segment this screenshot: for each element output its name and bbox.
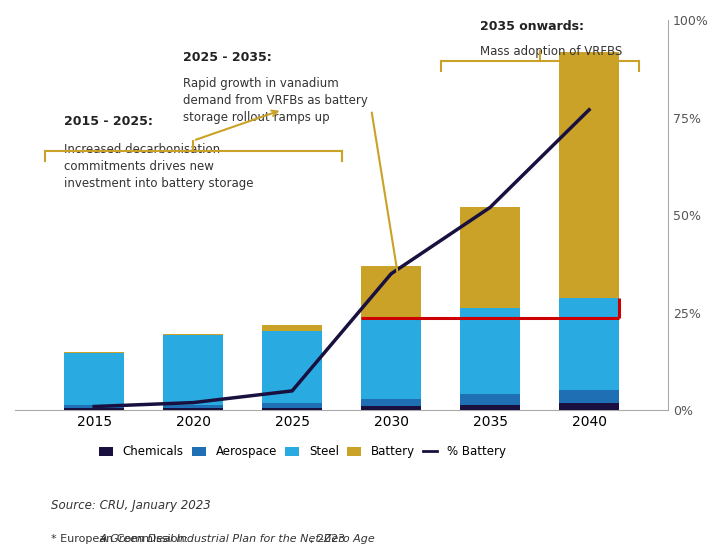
% Battery — [387, 270, 395, 277]
Text: Mass adoption of VRFBS: Mass adoption of VRFBS — [480, 46, 623, 58]
Bar — [361, 399, 421, 406]
% Battery — [90, 403, 98, 410]
Bar — [262, 408, 322, 410]
Bar — [262, 403, 322, 408]
Text: 2025 - 2035:: 2025 - 2035: — [183, 51, 272, 64]
Bar — [560, 297, 619, 390]
Bar — [164, 335, 223, 405]
Bar — [361, 266, 421, 318]
Bar — [64, 353, 124, 405]
Bar — [560, 403, 619, 410]
Text: Rapid growth in vanadium
demand from VRFBs as battery
storage rollout ramps up: Rapid growth in vanadium demand from VRF… — [183, 77, 368, 123]
Legend: Chemicals, Aerospace, Steel, Battery, % Battery: Chemicals, Aerospace, Steel, Battery, % … — [94, 440, 510, 463]
Bar — [64, 405, 124, 408]
Text: A Green Deal Industrial Plan for the Net-Zero Age: A Green Deal Industrial Plan for the Net… — [100, 534, 376, 544]
Text: , 2023: , 2023 — [310, 534, 345, 544]
Bar — [460, 307, 520, 395]
Bar — [262, 331, 322, 403]
Bar — [164, 408, 223, 410]
% Battery — [486, 204, 494, 211]
Bar — [460, 206, 520, 307]
Text: 2035 onwards:: 2035 onwards: — [480, 20, 584, 33]
Bar — [64, 408, 124, 410]
Text: Source: CRU, January 2023: Source: CRU, January 2023 — [51, 499, 211, 512]
Bar — [164, 405, 223, 408]
Text: * European Commission:: * European Commission: — [51, 534, 191, 544]
Line: % Battery: % Battery — [94, 110, 589, 406]
Bar — [460, 405, 520, 410]
Bar — [262, 325, 322, 331]
% Battery — [189, 399, 198, 406]
% Battery — [288, 388, 297, 394]
Bar — [560, 390, 619, 403]
Bar — [460, 395, 520, 405]
Bar — [164, 334, 223, 335]
Bar — [361, 406, 421, 410]
Bar — [361, 318, 421, 399]
Bar — [560, 52, 619, 297]
Text: Increased decarbonisation
commitments drives new
investment into battery storage: Increased decarbonisation commitments dr… — [64, 143, 254, 190]
% Battery — [585, 106, 594, 113]
Text: 2015 - 2025:: 2015 - 2025: — [64, 116, 153, 128]
Bar — [64, 352, 124, 353]
